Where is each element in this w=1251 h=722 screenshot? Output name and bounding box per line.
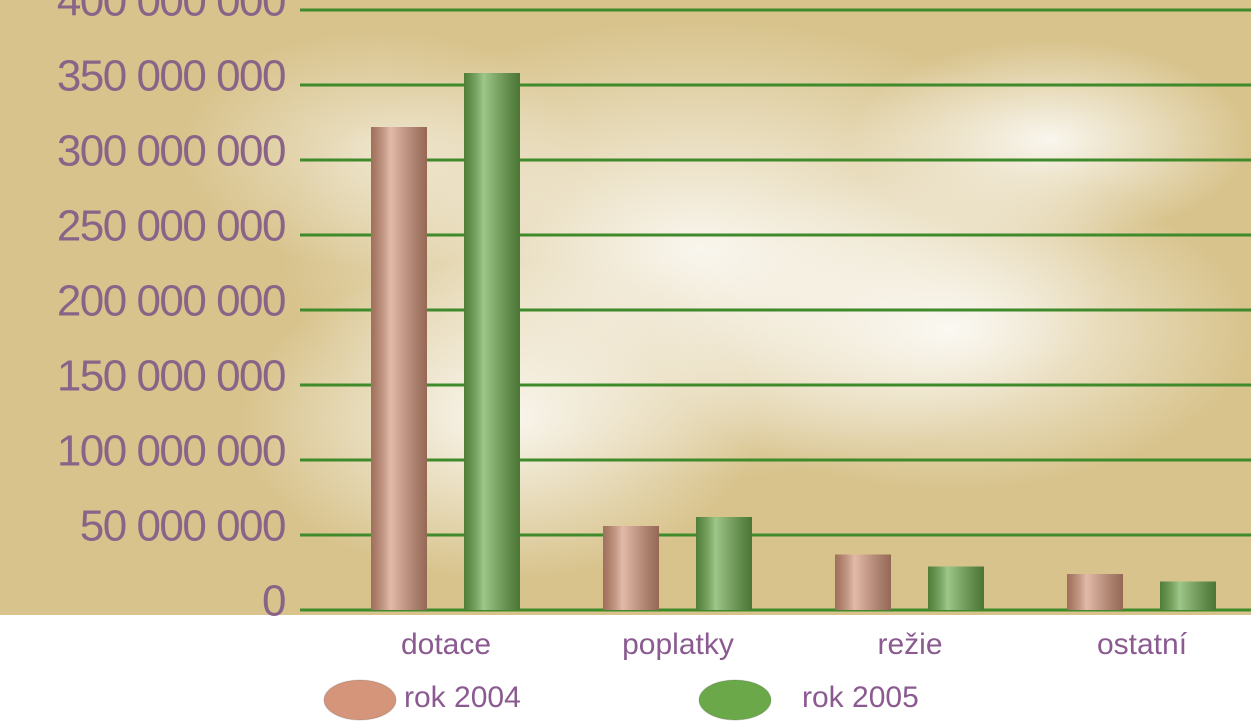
x-tick-label: režie [877,628,942,661]
legend-swatch [323,679,397,721]
grid [300,8,1251,612]
x-tick-label: dotace [401,628,491,661]
bar-shine [1160,581,1216,610]
legend-label: rok 2005 [802,681,919,714]
x-tick-label: poplatky [622,628,734,661]
y-tick-label: 150 000 000 [57,352,285,401]
bar-shine [835,554,891,610]
bar-shine [603,526,659,610]
y-tick-label: 0 [262,577,285,626]
y-tick-label: 350 000 000 [57,52,285,101]
bar-shine [1067,574,1123,610]
x-tick-label: ostatní [1097,628,1188,661]
y-tick-label: 100 000 000 [57,427,285,476]
bars [371,73,1216,610]
labels: 0 50 000 000 100 000 000 150 000 000 200 000… [57,0,1188,721]
y-tick-label: 50 000 000 [80,502,285,551]
y-tick-label: 250 000 000 [57,202,285,251]
bar-shine [464,73,520,610]
footer-background [0,615,1251,722]
bar-shine [696,517,752,610]
y-tick-label: 300 000 000 [57,127,285,176]
y-tick-label: 200 000 000 [57,277,285,326]
y-tick-label: 400 000 000 [57,0,285,26]
legend-swatch [698,679,772,721]
legend-label: rok 2004 [404,681,521,714]
bar-shine [371,127,427,610]
bar-shine [928,566,984,610]
